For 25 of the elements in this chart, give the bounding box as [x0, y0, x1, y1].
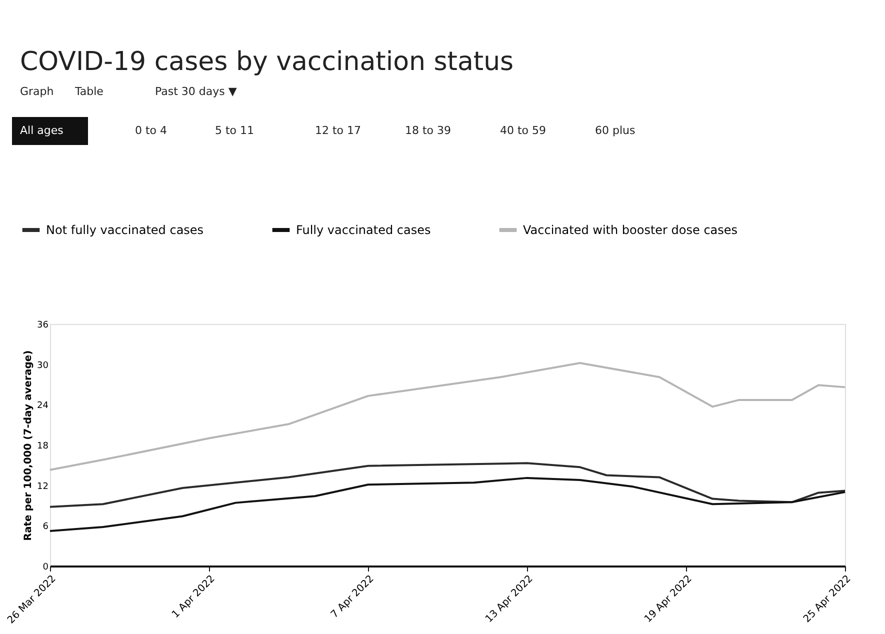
y-tick-label: 30	[37, 360, 49, 371]
text: Past 30 days ▼	[155, 85, 238, 98]
text: 0 to 4	[135, 124, 168, 137]
y-tick-label: 36	[37, 320, 49, 330]
text: 18 to 39	[405, 124, 452, 137]
line-series	[49, 476, 846, 532]
line-series	[49, 362, 846, 471]
y-tick-label: 18	[37, 442, 49, 452]
legend-label: Fully vaccinated cases	[296, 223, 431, 237]
line-series	[49, 462, 846, 508]
text: All ages	[20, 124, 64, 137]
legend-label: Vaccinated with booster dose cases	[523, 223, 738, 237]
y-tick-label: 6	[42, 522, 49, 532]
text: 5 to 11	[215, 124, 254, 137]
text: 12 to 17	[315, 124, 362, 137]
text: 40 to 59	[500, 124, 546, 137]
chart-title: COVID-19 cases by vaccination status	[20, 47, 514, 77]
y-axis-title: Rate per 100,000 (7-day average)	[23, 350, 34, 541]
text: Table	[74, 85, 104, 98]
text: Graph	[20, 85, 54, 98]
y-tick-label: 12	[37, 482, 48, 492]
y-tick-label: 24	[37, 401, 49, 412]
y-tick-label: 0	[42, 562, 49, 572]
text: 60 plus	[595, 124, 636, 137]
legend-label: Not fully vaccinated cases	[46, 223, 204, 237]
